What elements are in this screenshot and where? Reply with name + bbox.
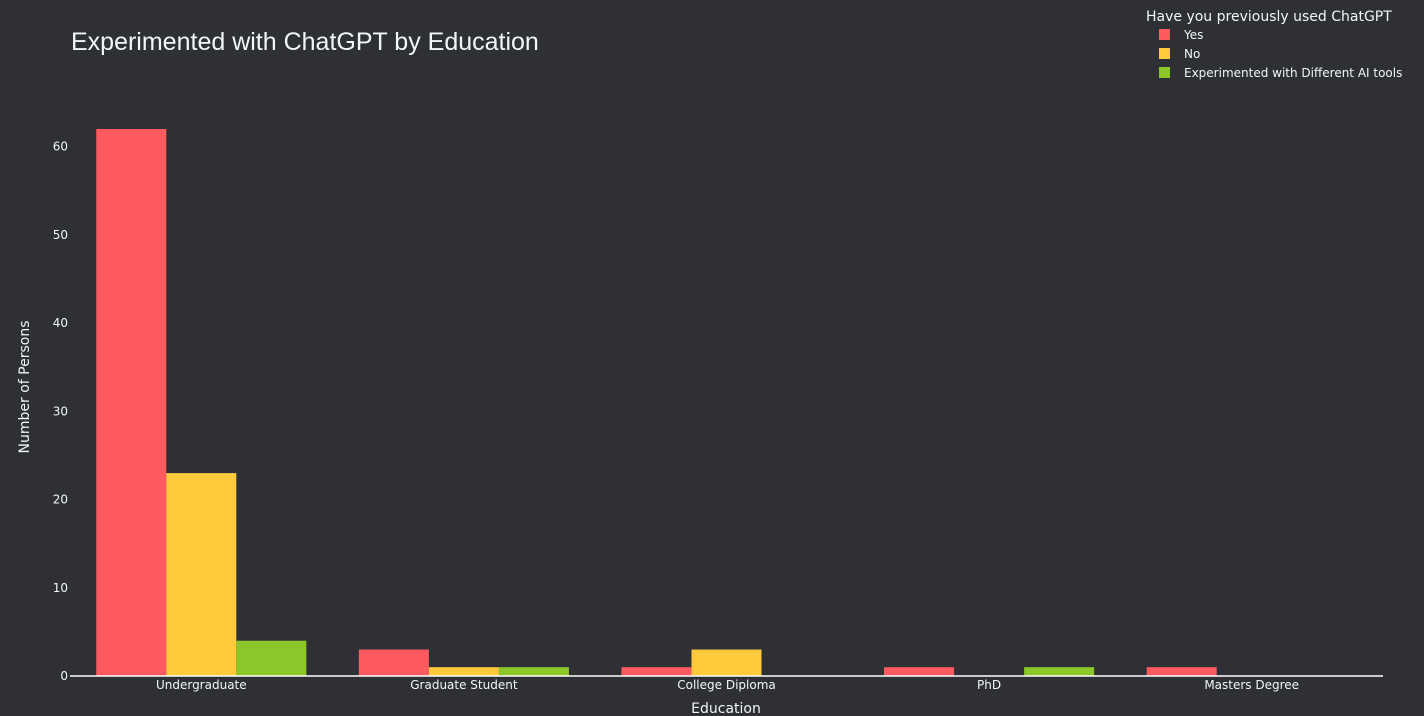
- x-tick-label: College Diploma: [677, 678, 776, 692]
- bar-yes: [358, 649, 429, 676]
- bar-yes: [1146, 667, 1217, 676]
- bar-yes: [884, 667, 955, 676]
- x-axis-ticks: Undergraduate Graduate Student College Dip…: [156, 678, 1299, 692]
- y-tick-label: 20: [53, 493, 68, 507]
- bar-no: [428, 667, 499, 676]
- bar-experimented: [498, 667, 569, 676]
- legend-items: Yes No Experimented with Different AI tool…: [1159, 28, 1402, 80]
- x-tick-label: Undergraduate: [156, 678, 247, 692]
- bar-experimented: [236, 640, 307, 676]
- legend-label: Experimented with Different AI tools: [1184, 66, 1402, 80]
- legend: Have you previously used ChatGPT Yes No Ex…: [1146, 9, 1402, 80]
- x-tick-label: Graduate Student: [410, 678, 518, 692]
- legend-label: No: [1184, 47, 1200, 61]
- chart-title: Experimented with ChatGPT by Education: [71, 28, 539, 56]
- x-tick-label: PhD: [977, 678, 1001, 692]
- y-tick-label: 40: [53, 316, 68, 330]
- legend-swatch: [1159, 67, 1170, 78]
- legend-label: Yes: [1183, 28, 1203, 42]
- bar-experimented: [1024, 667, 1095, 676]
- legend-swatch: [1159, 48, 1170, 59]
- bar-no: [691, 649, 762, 676]
- bars: [96, 129, 1217, 676]
- y-tick-label: 10: [53, 581, 68, 595]
- bar-yes: [621, 667, 692, 676]
- x-tick-label: Masters Degree: [1204, 678, 1299, 692]
- legend-title: Have you previously used ChatGPT: [1146, 9, 1392, 25]
- y-axis-title: Number of Persons: [17, 321, 33, 454]
- legend-swatch: [1159, 29, 1170, 40]
- bar-no: [166, 473, 237, 676]
- x-axis-title: Education: [691, 701, 761, 716]
- y-tick-label: 0: [60, 669, 68, 683]
- y-tick-label: 30: [53, 404, 68, 418]
- y-axis-ticks: 0 10 20 30 40 50 60: [53, 140, 68, 683]
- bar-yes: [96, 129, 167, 676]
- y-tick-label: 60: [53, 140, 68, 154]
- y-tick-label: 50: [53, 228, 68, 242]
